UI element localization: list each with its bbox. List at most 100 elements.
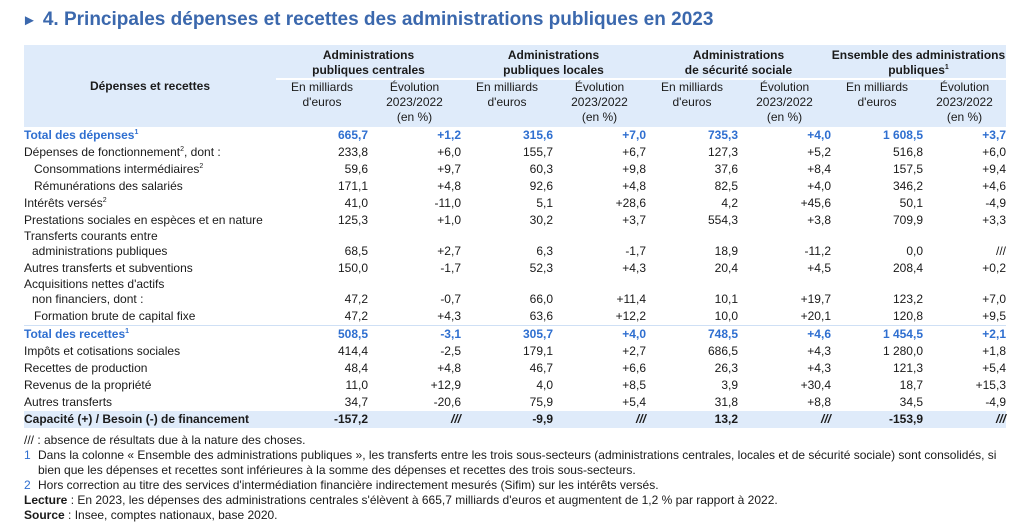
evolution-cell: +8,5	[622, 378, 646, 392]
row-label: Acquisitions nettes d'actifs non financie…	[24, 277, 276, 308]
value-cell: 120,8	[892, 309, 923, 323]
evolution-cell: +6,0	[982, 145, 1006, 159]
subheader-line: d'euros	[302, 95, 342, 109]
triangle-right-icon: ►	[22, 12, 37, 29]
row-label: Recettes de production	[24, 360, 276, 377]
value-cell: 233,8	[337, 145, 368, 159]
evolution-cell: +12,2	[615, 309, 646, 323]
evolution-subheader: Évolution 2023/2022 (en %)	[553, 79, 646, 127]
value-cell: 748,5	[646, 325, 738, 343]
value-cell: 48,4	[344, 361, 368, 375]
group-header-line1: Administrations	[322, 48, 415, 62]
value-subheader: En milliards d'euros	[646, 79, 738, 127]
evolution-cell: +5,4	[622, 395, 646, 409]
evolution-cell: +9,5	[982, 309, 1006, 323]
row-label-text: Prestations sociales en espèces et en na…	[24, 213, 263, 227]
value-cell: 66,0	[529, 292, 553, 306]
value-cell: 10,0	[714, 309, 738, 323]
evolution-cell: +9,8	[622, 162, 646, 176]
evolution-cell: -1,7	[440, 261, 461, 275]
value-cell: 20,4	[714, 261, 738, 275]
evolution-cell: ///	[368, 411, 461, 428]
row-label-text: Rémunérations des salariés	[34, 179, 183, 193]
note-source: Source : Insee, comptes nationaux, base …	[24, 508, 1014, 523]
evolution-cell: +30,4	[800, 378, 831, 392]
value-cell: 63,6	[529, 309, 553, 323]
evolution-cell: -4,9	[985, 196, 1006, 210]
evolution-cell: +1,0	[437, 213, 461, 227]
value-cell: 34,7	[344, 395, 368, 409]
value-cell: 127,3	[707, 145, 738, 159]
value-cell: 171,1	[337, 179, 368, 193]
group-header: Ensemble des administrations publiques1	[831, 45, 1006, 80]
data-table: Dépenses et recettes Administrations publ…	[24, 45, 1006, 428]
evolution-cell: ///	[738, 411, 831, 428]
table-row: Revenus de la propriété 11,0 +12,9 4,0 +8,5 3…	[24, 377, 1006, 394]
row-label-line1: Acquisitions nettes d'actifs	[24, 277, 276, 292]
value-cell: 4,0	[536, 378, 553, 392]
evolution-cell: +45,6	[800, 196, 831, 210]
evolution-cell: -20,6	[433, 395, 461, 409]
row-label-line1: Transferts courants entre	[24, 229, 276, 244]
subheader-line: 2023/2022	[936, 95, 993, 109]
row-label-text: Formation brute de capital fixe	[34, 309, 196, 323]
footnote-ref: 1	[134, 129, 139, 136]
row-label-suffix: , dont :	[184, 145, 221, 159]
value-cell: -9,9	[461, 411, 553, 428]
value-subheader: En milliards d'euros	[831, 79, 923, 127]
evolution-cell: +3,3	[982, 213, 1006, 227]
value-cell: 150,0	[337, 261, 368, 275]
value-cell: -153,9	[831, 411, 923, 428]
value-cell: -157,2	[276, 411, 368, 428]
row-label: Total des recettes1	[24, 325, 276, 343]
subheader-line: 2023/2022	[386, 95, 443, 109]
evolution-cell: +4,6	[982, 179, 1006, 193]
evolution-cell: +4,3	[437, 309, 461, 323]
evolution-cell: +4,0	[807, 128, 831, 142]
row-label: Dépenses de fonctionnement2, dont :	[24, 144, 276, 161]
group-header-line2-text: publiques locales	[503, 63, 604, 77]
lecture-label: Lecture	[24, 493, 68, 507]
row-label-text: Autres transferts et subventions	[24, 261, 193, 275]
value-cell: 735,3	[707, 128, 738, 142]
evolution-subheader: Évolution 2023/2022 (en %)	[738, 79, 831, 127]
evolution-cell: -4,9	[985, 395, 1006, 409]
evolution-cell: +2,7	[622, 344, 646, 358]
note-lecture: Lecture : En 2023, les dépenses des admi…	[24, 493, 1014, 508]
evolution-cell: +15,3	[975, 378, 1006, 392]
value-cell: 60,3	[529, 162, 553, 176]
row-label-text: Total des recettes	[24, 327, 126, 341]
evolution-cell: ///	[553, 411, 646, 428]
value-cell: 18,7	[899, 378, 923, 392]
evolution-cell: ///	[923, 411, 1006, 428]
group-header-line2: de sécurité sociale	[646, 63, 831, 78]
subheader-line: Évolution	[574, 80, 625, 94]
value-cell: 82,5	[714, 179, 738, 193]
page-title: ► 4. Principales dépenses et recettes des…	[22, 9, 713, 31]
evolution-cell: +1,2	[437, 128, 461, 142]
evolution-cell: +4,6	[738, 325, 831, 343]
value-cell: 47,2	[344, 292, 368, 306]
table-row: Total des dépenses1 665,7 +1,2 315,6 +7,0 735…	[24, 127, 1006, 144]
evolution-cell: +7,0	[982, 292, 1006, 306]
row-label: Prestations sociales en espèces et en na…	[24, 212, 276, 229]
value-cell: 10,1	[714, 292, 738, 306]
evolution-cell: +4,3	[807, 361, 831, 375]
evolution-cell: +8,8	[807, 395, 831, 409]
subheader-line: En milliards	[660, 80, 723, 94]
evolution-cell: +12,9	[430, 378, 461, 392]
row-label-text: Acquisitions nettes d'actifs	[24, 277, 165, 291]
source-text: : Insee, comptes nationaux, base 2020.	[64, 508, 278, 522]
value-cell: 30,2	[529, 213, 553, 227]
evolution-cell: +4,8	[622, 179, 646, 193]
value-cell: 5,1	[536, 196, 553, 210]
note-1-text: Dans la colonne « Ensemble des administr…	[38, 448, 997, 477]
table-row: Formation brute de capital fixe 47,2 +4,3 6…	[24, 308, 1006, 326]
value-cell: 121,3	[892, 361, 923, 375]
row-label-text: Total des dépenses	[24, 128, 135, 142]
row-label: Formation brute de capital fixe	[24, 308, 276, 326]
row-label-text: Intérêts versés	[24, 196, 103, 210]
evolution-cell: +9,4	[982, 162, 1006, 176]
row-label: Capacité (+) / Besoin (-) de financement	[24, 411, 276, 428]
value-cell: 68,5	[344, 244, 368, 258]
